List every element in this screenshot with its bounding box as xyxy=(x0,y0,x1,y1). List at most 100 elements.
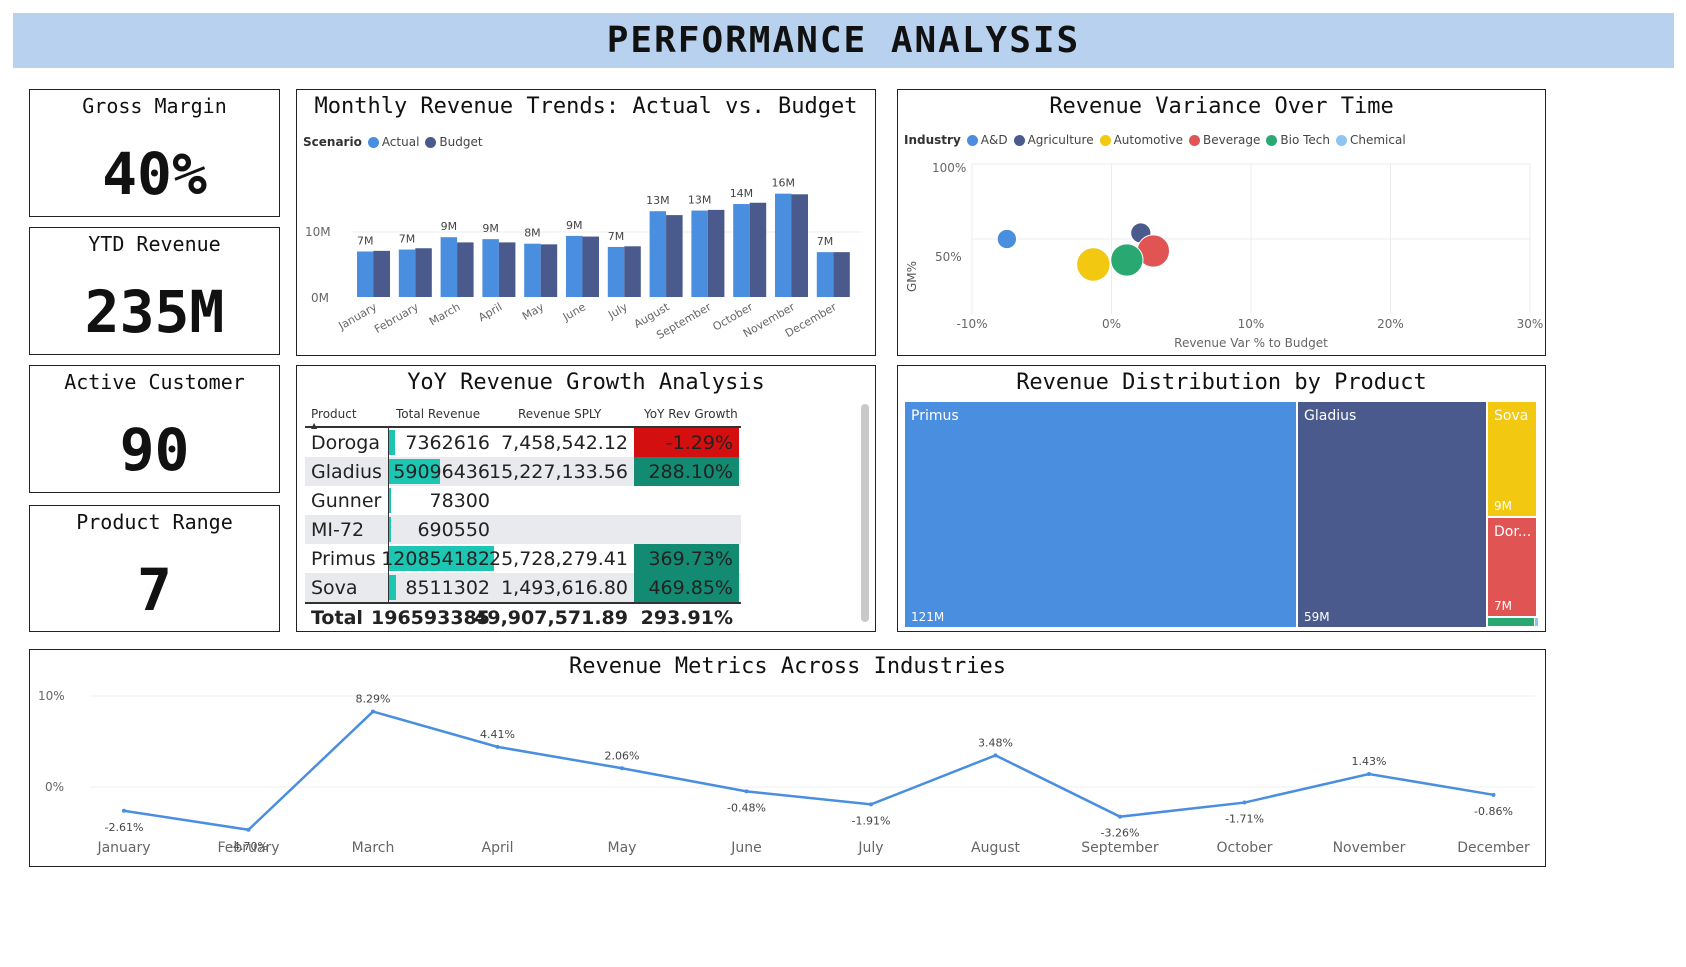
revenue-distribution-panel[interactable]: Revenue Distribution by Product Primus 12… xyxy=(897,365,1546,632)
bar-data-label: 14M xyxy=(730,187,754,200)
line-point[interactable] xyxy=(994,753,998,757)
kpi-title: Product Range xyxy=(30,510,279,534)
bar-budget[interactable] xyxy=(583,237,600,297)
legend-item-actual[interactable]: Actual xyxy=(368,135,420,149)
bar-actual[interactable] xyxy=(441,237,458,297)
line-point[interactable] xyxy=(1492,793,1496,797)
table-row[interactable]: MI-72 690550 xyxy=(305,515,741,544)
panel-title: YoY Revenue Growth Analysis xyxy=(297,370,875,395)
table-row[interactable]: Gladius 59096436 15,227,133.56 288.10% xyxy=(305,457,741,486)
bar-actual[interactable] xyxy=(524,244,541,297)
x-tick-label: June xyxy=(730,840,762,856)
yoy-growth-panel[interactable]: YoY Revenue Growth Analysis Product ▲ To… xyxy=(296,365,876,632)
revenue-variance-panel[interactable]: Revenue Variance Over Time Industry A&D … xyxy=(897,89,1546,356)
legend-item[interactable]: Agriculture xyxy=(1014,133,1094,147)
bar-budget[interactable] xyxy=(666,215,683,297)
x-tick-label: July xyxy=(857,840,883,856)
bar-actual[interactable] xyxy=(691,211,708,297)
legend-item[interactable]: A&D xyxy=(967,133,1008,147)
legend-item-budget[interactable]: Budget xyxy=(425,135,482,149)
table-row[interactable]: Gunner 78300 xyxy=(305,486,741,515)
table-scrollbar[interactable] xyxy=(861,404,869,622)
column-header-product[interactable]: Product ▲ xyxy=(305,407,388,421)
line-point[interactable] xyxy=(1367,772,1371,776)
panel-title: Revenue Distribution by Product xyxy=(898,370,1545,395)
legend-item[interactable]: Automotive xyxy=(1100,133,1183,147)
x-tick-label: January xyxy=(96,840,150,856)
monthly-revenue-panel[interactable]: Monthly Revenue Trends: Actual vs. Budge… xyxy=(296,89,876,356)
bar-actual[interactable] xyxy=(566,236,583,297)
x-tick-label: 0% xyxy=(1102,317,1121,331)
point-data-label: -1.71% xyxy=(1225,813,1264,826)
cell-yoy-growth: -1.29% xyxy=(634,428,739,457)
line-point[interactable] xyxy=(496,745,500,749)
line-point[interactable] xyxy=(620,766,624,770)
bubble-point[interactable] xyxy=(1077,248,1110,281)
bar-data-label: 7M xyxy=(357,235,374,248)
bar-budget[interactable] xyxy=(624,246,641,297)
legend-item[interactable]: Bio Tech xyxy=(1266,133,1330,147)
legend-text: Automotive xyxy=(1114,133,1183,147)
kpi-card-gross-margin[interactable]: Gross Margin 40% xyxy=(29,89,280,217)
line-point[interactable] xyxy=(1243,801,1247,805)
treemap-cell[interactable]: Gladius 59M xyxy=(1298,402,1486,627)
point-data-label: -0.48% xyxy=(727,801,766,814)
x-tick-label: July xyxy=(605,300,630,322)
table-row[interactable]: Sova 8511302 1,493,616.80 469.85% xyxy=(305,573,741,602)
treemap-cell[interactable]: Primus 121M xyxy=(905,402,1296,627)
bar-budget[interactable] xyxy=(708,210,725,297)
bar-budget[interactable] xyxy=(374,251,391,297)
legend-item[interactable]: Chemical xyxy=(1336,133,1406,147)
cell-revenue-sply: 7,458,542.12 xyxy=(494,428,634,457)
treemap-cell[interactable]: Sova 9M xyxy=(1488,402,1536,516)
line-point[interactable] xyxy=(745,789,749,793)
treemap-cell-small[interactable] xyxy=(1488,618,1534,626)
line-point[interactable] xyxy=(247,828,251,832)
line-point[interactable] xyxy=(371,710,375,714)
legend-item[interactable]: Beverage xyxy=(1189,133,1260,147)
bar-budget[interactable] xyxy=(792,194,809,297)
bar-budget[interactable] xyxy=(833,252,850,297)
kpi-card-product-range[interactable]: Product Range 7 xyxy=(29,505,280,632)
table-row[interactable]: Primus 120854182 25,728,279.41 369.73% xyxy=(305,544,741,573)
bar-actual[interactable] xyxy=(608,247,625,297)
treemap-cell-small[interactable] xyxy=(1535,618,1538,626)
legend-dot-icon xyxy=(1266,135,1277,146)
series-line[interactable] xyxy=(124,712,1494,830)
bar-budget[interactable] xyxy=(541,244,558,297)
table-row[interactable]: Doroga 7362616 7,458,542.12 -1.29% xyxy=(305,428,741,457)
bar-actual[interactable] xyxy=(775,194,792,297)
panel-title: Revenue Variance Over Time xyxy=(898,94,1545,119)
column-header-yoy-growth[interactable]: YoY Rev Growth xyxy=(634,407,739,421)
bar-actual[interactable] xyxy=(357,252,374,298)
bar-actual[interactable] xyxy=(399,250,416,297)
bar-budget[interactable] xyxy=(415,248,432,297)
bar-budget[interactable] xyxy=(750,203,767,297)
legend-dot-icon xyxy=(425,137,436,148)
line-point[interactable] xyxy=(122,809,126,813)
bubble-point[interactable] xyxy=(1111,244,1143,276)
column-header-revenue-sply[interactable]: Revenue SPLY xyxy=(494,407,634,421)
line-point[interactable] xyxy=(1118,815,1122,819)
bar-actual[interactable] xyxy=(733,204,750,297)
bar-actual[interactable] xyxy=(482,239,499,297)
cell-yoy-growth: 369.73% xyxy=(634,544,739,573)
legend-text: Beverage xyxy=(1203,133,1260,147)
column-header-total-revenue[interactable]: Total Revenue xyxy=(388,407,494,421)
bar-budget[interactable] xyxy=(499,242,516,297)
y-tick-label: 10% xyxy=(38,689,65,703)
bubble-point[interactable] xyxy=(997,229,1016,248)
cell-revenue-sply xyxy=(494,515,634,544)
bar-actual[interactable] xyxy=(650,211,667,297)
x-tick-label: 10% xyxy=(1238,317,1265,331)
cell-product: Doroga xyxy=(305,428,388,457)
treemap-cell[interactable]: Dor... 7M xyxy=(1488,518,1536,616)
x-tick-label: March xyxy=(352,840,395,856)
line-point[interactable] xyxy=(869,802,873,806)
kpi-card-active-customer[interactable]: Active Customer 90 xyxy=(29,365,280,493)
bar-actual[interactable] xyxy=(817,252,834,297)
legend-text: Agriculture xyxy=(1028,133,1094,147)
bar-budget[interactable] xyxy=(457,242,474,297)
kpi-card-ytd-revenue[interactable]: YTD Revenue 235M xyxy=(29,227,280,355)
industry-metrics-panel[interactable]: Revenue Metrics Across Industries 10% 0%… xyxy=(29,649,1546,867)
